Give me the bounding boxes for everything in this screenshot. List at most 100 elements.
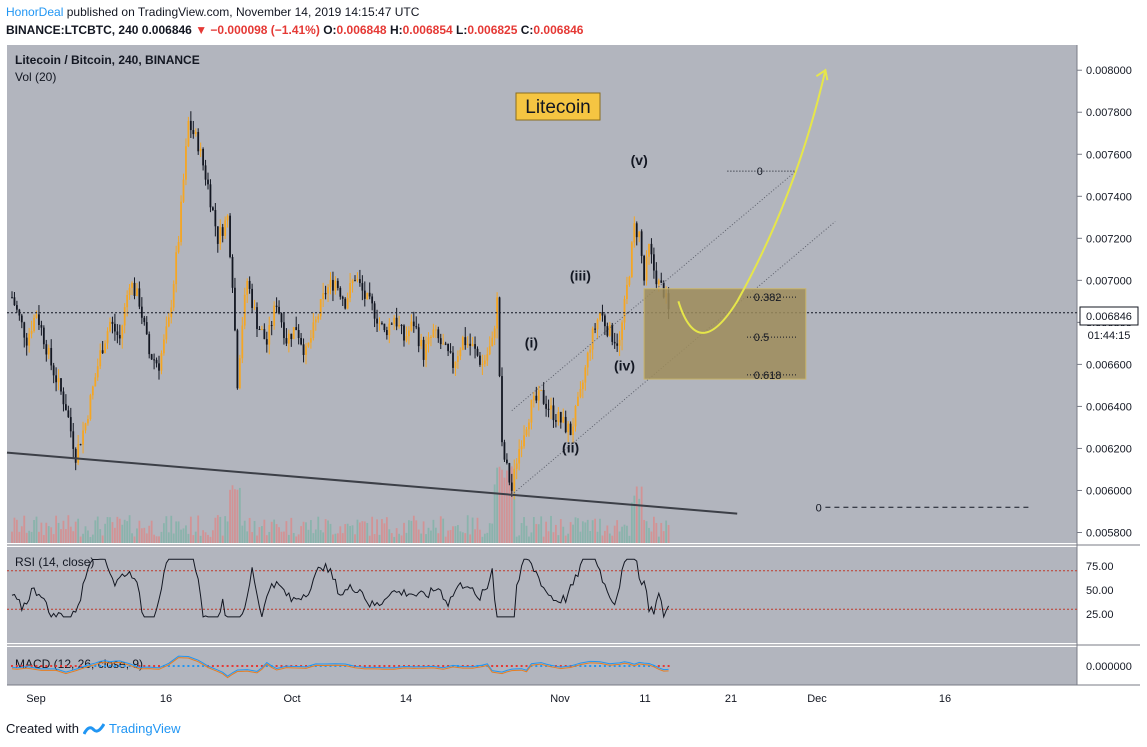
- wave-label-3: (iv): [614, 358, 635, 374]
- candle-body: [376, 318, 378, 324]
- candles: [11, 111, 670, 500]
- volume-bar: [520, 523, 523, 543]
- macd-histogram-bar: [104, 665, 107, 667]
- volume-bar: [542, 536, 545, 543]
- volume-bar: [506, 470, 508, 543]
- macd-histogram-bar: [305, 665, 307, 667]
- volume-bar: [297, 534, 300, 543]
- volume-bar: [229, 489, 231, 543]
- volume-bar: [442, 518, 445, 543]
- candle-body: [65, 404, 67, 411]
- volume-bar: [393, 536, 396, 543]
- volume-bar: [221, 535, 224, 543]
- volume-bar: [310, 520, 312, 543]
- candle-body: [332, 279, 334, 291]
- candle-body: [422, 339, 425, 360]
- macd-histogram-bar: [158, 665, 160, 667]
- candle-body: [111, 321, 114, 324]
- candle-body: [20, 315, 23, 323]
- macd-histogram-bar: [643, 665, 646, 667]
- volume-bar: [324, 519, 327, 543]
- candle-body: [163, 339, 165, 354]
- volume-bar: [564, 535, 567, 543]
- volume-bar: [395, 528, 398, 543]
- volume-bar: [432, 519, 435, 543]
- litecoin-badge-text: Litecoin: [525, 97, 591, 118]
- candle-body: [498, 297, 501, 377]
- volume-bar: [155, 536, 158, 543]
- candle-body: [383, 323, 386, 331]
- volume-bar: [204, 532, 207, 543]
- volume-bar: [177, 521, 180, 543]
- volume-bar: [491, 523, 494, 543]
- volume-bar: [226, 521, 229, 543]
- rsi-tick-2: 25.00: [1086, 609, 1114, 621]
- volume-bar: [618, 531, 621, 543]
- macd-histogram-bar: [172, 665, 175, 667]
- volume-bar: [20, 526, 23, 543]
- candle-body: [633, 223, 636, 243]
- candle-body: [153, 359, 155, 361]
- volume-bar: [403, 522, 405, 543]
- wave-label-1: (ii): [562, 440, 579, 456]
- volume-bar: [437, 533, 440, 543]
- volume-bar: [30, 531, 33, 543]
- volume-bar: [114, 527, 116, 543]
- volume-bar: [182, 528, 185, 543]
- volume-bar: [106, 517, 109, 543]
- candle-body: [434, 329, 437, 331]
- macd-histogram-bar: [648, 665, 650, 667]
- volume-bar: [275, 524, 278, 543]
- macd-histogram-bar: [20, 665, 23, 667]
- macd-histogram-bar: [221, 665, 224, 667]
- volume-bar: [185, 525, 187, 543]
- candle-body: [229, 215, 231, 258]
- volume-bar: [537, 524, 540, 543]
- candle-body: [312, 322, 315, 339]
- candle-body: [165, 326, 168, 340]
- volume-bar: [243, 520, 246, 543]
- macd-histogram-bar: [373, 665, 376, 667]
- volume-bar: [427, 527, 430, 543]
- macd-histogram-bar: [510, 665, 513, 667]
- volume-bar: [336, 533, 339, 543]
- volume-bar: [128, 515, 131, 543]
- volume-bar: [84, 526, 87, 543]
- author-link[interactable]: HonorDeal: [6, 5, 64, 19]
- volume-bar: [167, 532, 170, 543]
- volume-bar: [123, 519, 126, 543]
- tradingview-link[interactable]: TradingView: [108, 721, 181, 736]
- volume-bar: [351, 525, 354, 543]
- macd-histogram-bar: [280, 665, 283, 667]
- candle-body: [520, 446, 523, 450]
- fib-label-0: 0: [757, 166, 763, 178]
- volume-bar: [606, 525, 609, 543]
- volume-bar: [236, 489, 239, 543]
- candle-body: [653, 254, 655, 271]
- candle-body: [354, 280, 356, 282]
- last-price: 0.006846: [141, 23, 192, 37]
- volume-bar: [474, 529, 476, 543]
- candle-body: [437, 329, 440, 339]
- macd-histogram-bar: [540, 665, 543, 667]
- volume-bar: [165, 516, 168, 543]
- rsi-tick-1: 50.00: [1086, 585, 1114, 597]
- volume-bar: [307, 529, 310, 543]
- candle-body: [601, 312, 604, 316]
- macd-histogram-bar: [398, 665, 401, 667]
- candle-body: [577, 396, 579, 406]
- macd-histogram-bar: [594, 665, 597, 667]
- volume-bar: [412, 515, 415, 543]
- volume-bar: [35, 516, 38, 543]
- volume-bar: [449, 530, 452, 543]
- candle-body: [182, 179, 185, 202]
- price-tick-label-4: 0.007200: [1086, 233, 1132, 245]
- volume-bar: [608, 533, 611, 543]
- volume-bar: [133, 536, 136, 543]
- candle-body: [87, 418, 89, 424]
- macd-histogram-bar: [358, 665, 361, 667]
- macd-signal-line: [11, 657, 669, 679]
- macd-histogram-bar: [256, 665, 258, 667]
- volume-bar: [55, 515, 57, 543]
